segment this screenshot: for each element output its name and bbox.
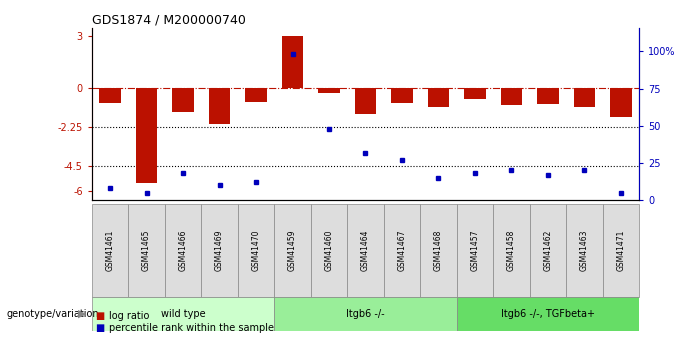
Text: GDS1874 / M200000740: GDS1874 / M200000740 [92, 14, 245, 27]
Text: GSM41465: GSM41465 [142, 229, 151, 271]
FancyBboxPatch shape [457, 204, 493, 297]
FancyBboxPatch shape [384, 204, 420, 297]
Text: GSM41471: GSM41471 [617, 229, 626, 271]
Text: GSM41469: GSM41469 [215, 229, 224, 271]
FancyBboxPatch shape [92, 204, 129, 297]
FancyBboxPatch shape [238, 204, 274, 297]
Text: GSM41467: GSM41467 [398, 229, 407, 271]
Text: log ratio: log ratio [109, 311, 149, 321]
FancyBboxPatch shape [420, 204, 457, 297]
FancyBboxPatch shape [129, 204, 165, 297]
Text: GSM41459: GSM41459 [288, 229, 297, 271]
Text: ■: ■ [95, 323, 105, 333]
Text: GSM41464: GSM41464 [361, 229, 370, 271]
Bar [464, 88, 486, 99]
FancyBboxPatch shape [311, 204, 347, 297]
Text: Itgb6 -/-: Itgb6 -/- [346, 309, 385, 319]
Bar [428, 88, 449, 107]
Text: wild type: wild type [160, 309, 205, 319]
Text: GSM41468: GSM41468 [434, 229, 443, 271]
FancyBboxPatch shape [92, 297, 274, 331]
Bar [391, 88, 413, 103]
Bar [172, 88, 194, 112]
FancyBboxPatch shape [530, 204, 566, 297]
Bar [318, 88, 340, 93]
Text: GSM41470: GSM41470 [252, 229, 260, 271]
FancyBboxPatch shape [201, 204, 238, 297]
Bar [99, 88, 121, 103]
Text: GSM41461: GSM41461 [105, 229, 114, 271]
FancyBboxPatch shape [566, 204, 602, 297]
Text: GSM41462: GSM41462 [543, 229, 552, 271]
Bar [500, 88, 522, 105]
Text: GSM41463: GSM41463 [580, 229, 589, 271]
Text: genotype/variation: genotype/variation [7, 309, 99, 319]
FancyBboxPatch shape [274, 297, 457, 331]
Bar [610, 88, 632, 117]
Bar [245, 88, 267, 102]
FancyBboxPatch shape [457, 297, 639, 331]
Text: GSM41457: GSM41457 [471, 229, 479, 271]
Text: GSM41458: GSM41458 [507, 229, 516, 271]
Text: percentile rank within the sample: percentile rank within the sample [109, 323, 274, 333]
Text: GSM41460: GSM41460 [324, 229, 333, 271]
FancyBboxPatch shape [493, 204, 530, 297]
Text: GSM41466: GSM41466 [179, 229, 188, 271]
FancyBboxPatch shape [165, 204, 201, 297]
Text: ■: ■ [95, 311, 105, 321]
Bar [537, 88, 559, 104]
FancyBboxPatch shape [274, 204, 311, 297]
Bar [282, 36, 303, 88]
FancyBboxPatch shape [347, 204, 384, 297]
Bar [354, 88, 377, 114]
Text: ▶: ▶ [78, 309, 87, 319]
Bar [573, 88, 596, 107]
Bar [135, 88, 158, 183]
Bar [209, 88, 231, 124]
Text: Itgb6 -/-, TGFbeta+: Itgb6 -/-, TGFbeta+ [501, 309, 595, 319]
FancyBboxPatch shape [602, 204, 639, 297]
